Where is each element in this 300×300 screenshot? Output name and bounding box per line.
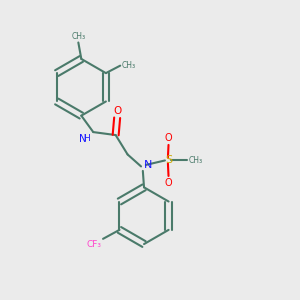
Text: CF₃: CF₃ (86, 240, 101, 249)
Text: N: N (143, 160, 152, 170)
Text: N: N (79, 134, 87, 144)
Text: O: O (165, 178, 172, 188)
Text: O: O (165, 133, 172, 143)
Text: S: S (165, 155, 172, 165)
Text: CH₃: CH₃ (122, 61, 136, 70)
Text: O: O (113, 106, 121, 116)
Text: CH₃: CH₃ (189, 156, 203, 165)
Text: H: H (83, 134, 90, 143)
Text: CH₃: CH₃ (71, 32, 85, 41)
